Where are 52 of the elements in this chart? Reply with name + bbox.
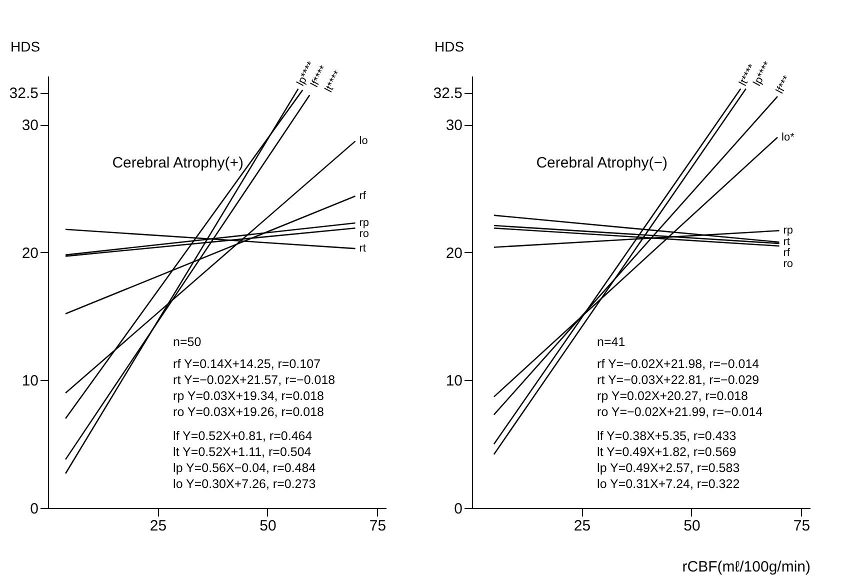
y-tick-label: 0 [454,500,462,518]
series-label: ro [783,258,794,270]
annotation: lf Y=0.52X+0.81, r=0.464 [173,429,312,444]
annotation: lp Y=0.56X−0.04, r=0.484 [173,461,316,476]
y-tick-label: 30 [446,117,462,134]
y-tick-label: 10 [22,372,38,390]
annotation: lo Y=0.31X+7.24, r=0.322 [597,477,740,492]
annotation: lo Y=0.30X+7.26, r=0.273 [173,477,316,492]
annotation: lt Y=0.49X+1.82, r=0.569 [597,445,736,460]
y-tick-label: 30 [22,117,38,134]
series-label: lo* [782,131,796,144]
x-tick-label: 75 [793,518,810,534]
text: lt**** [322,68,344,94]
series-label: rf [783,247,791,260]
annotation: ro Y=−0.02X+21.99, r=−0.014 [597,405,763,420]
annotation: ro Y=0.03X+19.26, r=0.018 [173,405,324,420]
annotation: lf Y=0.38X+5.35, r=0.433 [597,429,736,444]
annotation: rp Y=0.02X+20.27, r=0.018 [597,389,748,404]
text: lp**** [751,59,774,88]
annotation: lp Y=0.49X+2.57, r=0.583 [597,461,740,476]
annotation: Cerebral Atrophy(+) [112,154,244,172]
x-tick-label: 50 [684,518,700,534]
x-axis-title: rCBF(mℓ/100g/min) [682,558,811,576]
series-label: rp [359,216,370,229]
annotation: lt Y=0.52X+1.11, r=0.504 [173,445,312,460]
y-tick-label: 10 [446,372,462,390]
annotation: n=41 [597,335,626,350]
y-tick-label: 32.5 [433,85,462,102]
annotation: n=50 [173,335,202,350]
y-axis-title: HDS [10,38,40,54]
series-label: rp [783,224,794,237]
series-label: rt [359,242,366,255]
annotation: rp Y=0.03X+19.34, r=0.018 [173,389,324,404]
x-tick-label: 75 [369,518,386,534]
annotation: rf Y=0.14X+14.25, r=0.107 [173,357,321,372]
y-tick-label: 20 [446,244,462,262]
x-tick-label: 25 [574,518,591,534]
series-label: rt [783,236,790,248]
y-axis-title: HDS [434,38,464,54]
series-label: ro [359,228,370,240]
y-tick-label: 0 [30,500,38,518]
y-tick-label: 32.5 [9,85,38,102]
x-tick-label: 50 [260,518,276,534]
series-label: rf [359,190,367,202]
annotation: rt Y=−0.03X+22.81, r=−0.029 [597,373,760,388]
series-label: lo [359,135,368,148]
x-tick-label: 25 [150,518,167,534]
annotation: rf Y=−0.02X+21.98, r=−0.014 [597,357,760,372]
annotation: Cerebral Atrophy(−) [536,154,668,172]
text: lf*** [774,73,794,96]
annotation: rt Y=−0.02X+21.57, r=−0.018 [173,373,336,388]
y-tick-label: 20 [22,244,38,262]
